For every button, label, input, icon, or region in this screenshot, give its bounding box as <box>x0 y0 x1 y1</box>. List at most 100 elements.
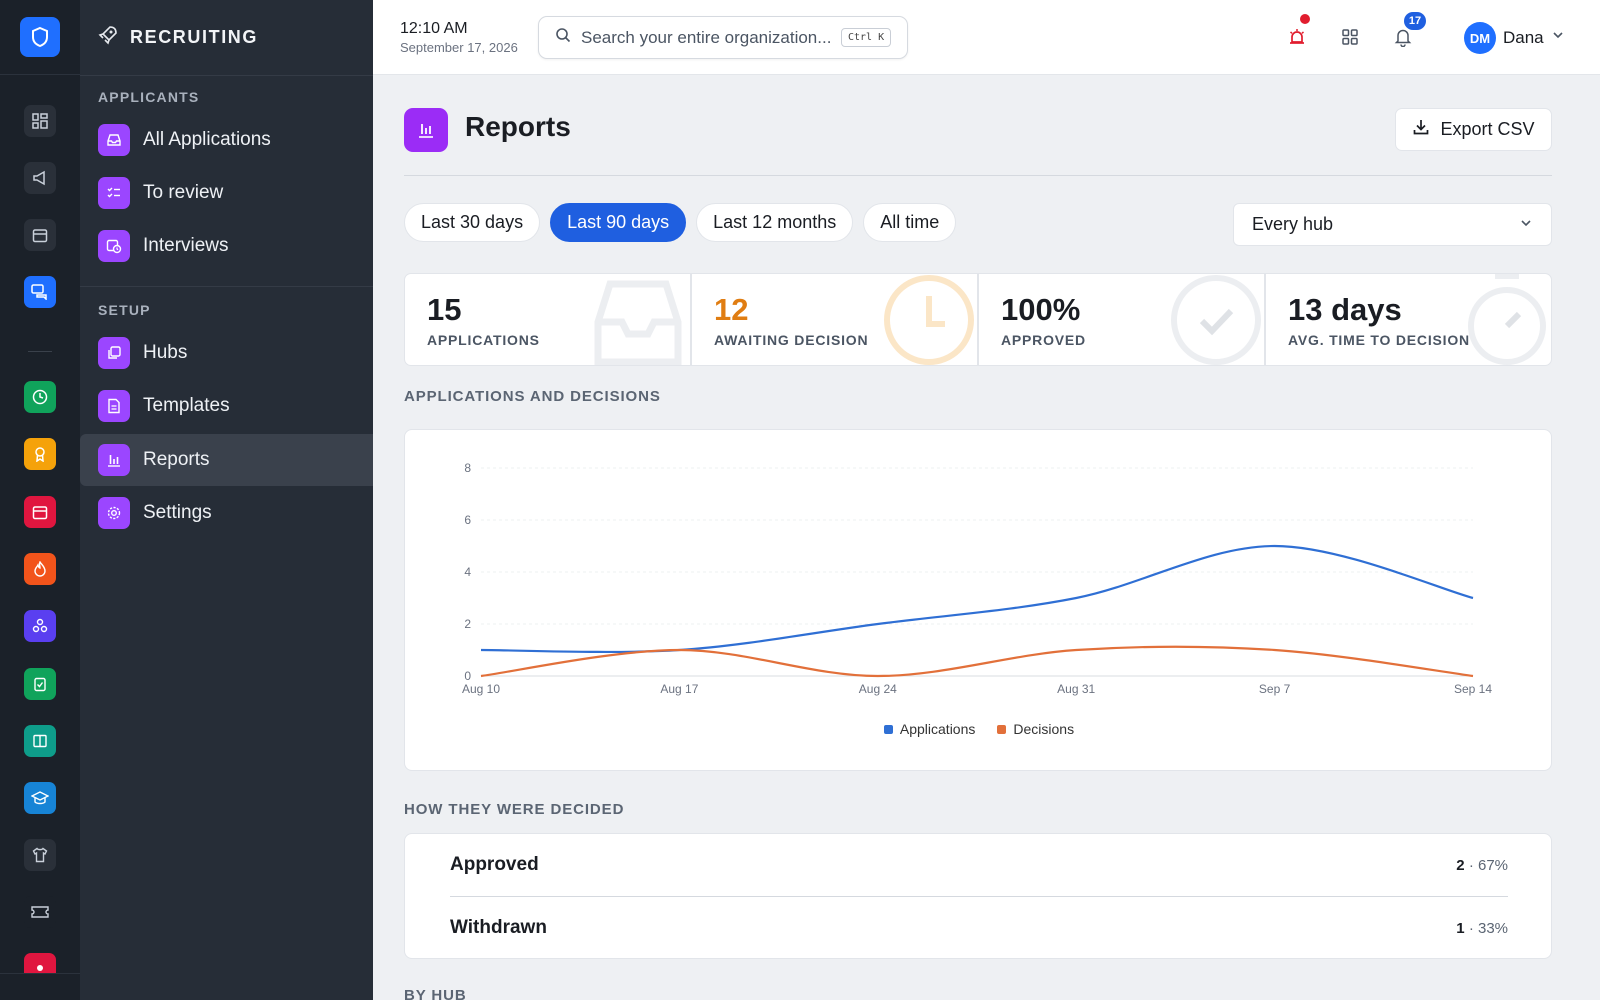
top-bar: 12:10 AM September 17, 2026 Ctrl K 17 DM… <box>373 0 1600 75</box>
decision-value: 1 · 33% <box>1456 919 1508 937</box>
chat-icon[interactable] <box>24 276 56 308</box>
apps-grid-icon[interactable] <box>1335 22 1365 52</box>
sun-icon[interactable] <box>24 953 56 973</box>
page-title: Reports <box>465 111 571 142</box>
stat-awaiting-decision: 12 AWAITING DECISION <box>691 273 978 366</box>
fire-icon[interactable] <box>24 553 56 585</box>
book-icon[interactable] <box>24 725 56 757</box>
dashboard-icon[interactable] <box>24 105 56 137</box>
x-tick-label: Aug 17 <box>660 682 698 696</box>
sidebar-item-label: All Applications <box>143 129 271 150</box>
stat-approved: 100% APPROVED <box>978 273 1265 366</box>
sidebar-item-interviews[interactable]: Interviews <box>80 220 373 272</box>
bar-chart-icon <box>404 108 448 152</box>
graduation-icon[interactable] <box>24 782 56 814</box>
calendar-icon[interactable] <box>24 219 56 251</box>
alarm-icon[interactable] <box>1282 14 1312 52</box>
user-name[interactable]: Dana <box>1503 28 1544 47</box>
section-chart-title: APPLICATIONS AND DECISIONS <box>404 388 661 405</box>
decision-value: 2 · 67% <box>1456 856 1508 874</box>
date-range-filter: Last 30 days Last 90 days Last 12 months… <box>404 203 957 242</box>
current-time: 12:10 AM <box>400 20 468 37</box>
x-tick-label: Aug 31 <box>1057 682 1095 696</box>
award-icon[interactable] <box>24 438 56 470</box>
shield-icon[interactable] <box>20 17 60 57</box>
sidebar-item-label: Hubs <box>143 342 188 363</box>
y-tick-label: 0 <box>464 669 471 683</box>
sidebar-item-settings[interactable]: Settings <box>80 487 373 539</box>
x-tick-label: Sep 14 <box>1454 682 1492 696</box>
stat-label: APPROVED <box>1001 332 1086 348</box>
checklist-icon <box>98 177 130 209</box>
legend-item-decisions: Decisions <box>997 721 1074 737</box>
section-setup: SETUP <box>98 302 151 318</box>
document-icon <box>98 390 130 422</box>
sidebar-item-label: Reports <box>143 449 210 470</box>
section-decided-title: HOW THEY WERE DECIDED <box>404 801 625 818</box>
sidebar-item-reports[interactable]: Reports <box>80 434 373 486</box>
sidebar-item-templates[interactable]: Templates <box>80 380 373 432</box>
sidebar-item-hubs[interactable]: Hubs <box>80 327 373 379</box>
y-tick-label: 2 <box>464 617 471 631</box>
calendar-red-icon[interactable] <box>24 496 56 528</box>
sidebar-item-all-applications[interactable]: All Applications <box>80 114 373 166</box>
stopwatch-icon <box>1468 274 1546 365</box>
stat-value: 12 <box>714 292 749 327</box>
avatar[interactable]: DM <box>1464 22 1496 54</box>
sidebar-header: RECRUITING <box>80 0 373 76</box>
ticket-icon[interactable] <box>24 896 56 928</box>
legend-label: Decisions <box>1013 721 1075 737</box>
legend-item-applications: Applications <box>883 721 976 737</box>
export-csv-button[interactable]: Export CSV <box>1395 108 1552 151</box>
main-content: Reports Export CSV Last 30 days Last 90 … <box>373 75 1600 1000</box>
gear-icon <box>98 497 130 529</box>
series-line-applications <box>480 544 1474 654</box>
inbox-icon <box>594 280 682 365</box>
decided-card: Approved 2 · 67% Withdrawn 1 · 33% <box>404 833 1552 959</box>
hubs-icon <box>98 337 130 369</box>
sidebar-item-label: To review <box>143 182 224 203</box>
decision-name: Approved <box>450 854 539 875</box>
stat-label: AWAITING DECISION <box>714 332 869 348</box>
y-tick-label: 8 <box>464 461 471 475</box>
stat-label: APPLICATIONS <box>427 332 540 348</box>
app-rail <box>0 0 80 1000</box>
inbox-icon <box>98 124 130 156</box>
x-tick-label: Aug 24 <box>859 682 897 696</box>
x-tick-label: Aug 10 <box>462 682 500 696</box>
search-box[interactable]: Ctrl K <box>538 16 908 59</box>
chevron-down-icon[interactable] <box>1551 28 1565 47</box>
search-input[interactable] <box>581 27 831 48</box>
legend-label: Applications <box>899 721 976 737</box>
stat-value: 15 <box>427 292 462 327</box>
shirt-icon[interactable] <box>24 839 56 871</box>
download-icon <box>1412 118 1430 141</box>
megaphone-icon[interactable] <box>24 162 56 194</box>
export-label: Export CSV <box>1440 119 1535 139</box>
range-last-90-days[interactable]: Last 90 days <box>550 203 687 242</box>
decision-name: Withdrawn <box>450 917 547 938</box>
stat-applications: 15 APPLICATIONS <box>404 273 691 366</box>
sidebar-item-to-review[interactable]: To review <box>80 167 373 219</box>
range-last-30-days[interactable]: Last 30 days <box>404 203 541 242</box>
hub-select[interactable]: Every hub <box>1233 203 1552 246</box>
bell-icon[interactable]: 17 <box>1388 12 1426 52</box>
range-all-time[interactable]: All time <box>863 203 957 242</box>
clock-icon[interactable] <box>24 381 56 413</box>
section-applicants: APPLICANTS <box>98 89 200 105</box>
clipboard-icon[interactable] <box>24 668 56 700</box>
calendar-clock-icon <box>98 230 130 262</box>
section-by-hub-title: BY HUB <box>404 987 467 1000</box>
alert-dot <box>1300 14 1310 24</box>
sidebar: RECRUITING APPLICANTS All Applications T… <box>80 0 373 1000</box>
sidebar-item-label: Interviews <box>143 235 229 256</box>
network-icon[interactable] <box>24 610 56 642</box>
hub-select-value: Every hub <box>1252 214 1334 234</box>
range-last-12-months[interactable]: Last 12 months <box>696 203 854 242</box>
series-line-decisions <box>480 645 1474 678</box>
sidebar-item-label: Templates <box>143 395 230 416</box>
bar-chart-icon <box>98 444 130 476</box>
shortcut-hint: Ctrl K <box>841 28 892 47</box>
current-date: September 17, 2026 <box>400 40 518 55</box>
sidebar-item-label: Settings <box>143 502 212 523</box>
